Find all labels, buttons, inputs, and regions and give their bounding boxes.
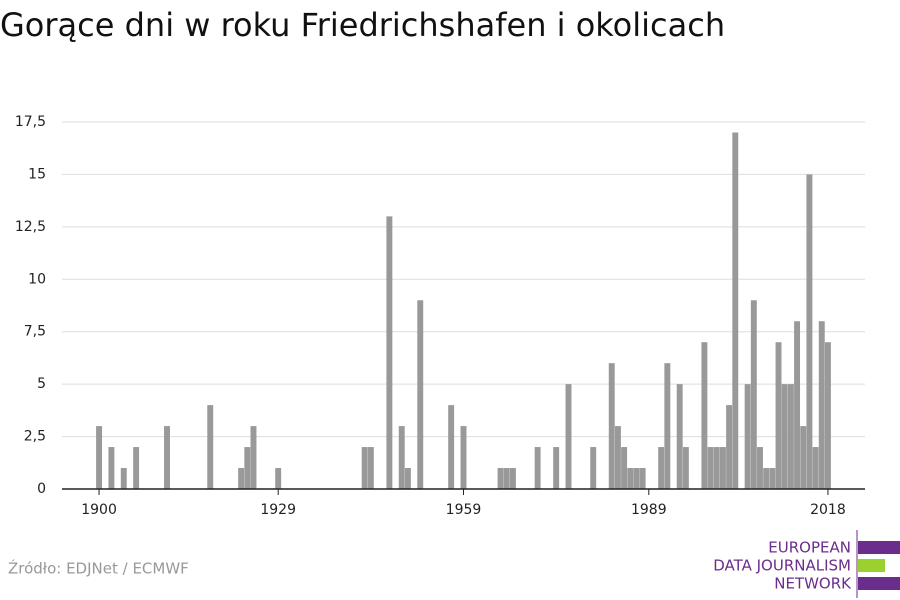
bar	[275, 468, 282, 489]
bar	[120, 468, 127, 489]
bar	[824, 342, 831, 489]
bar	[633, 468, 640, 489]
bar	[96, 426, 103, 489]
bar	[417, 300, 424, 489]
bar	[497, 468, 504, 489]
y-tick-label: 7,5	[24, 324, 46, 340]
y-tick-label: 5	[37, 376, 46, 392]
y-tick-label: 2,5	[24, 429, 46, 445]
bar	[164, 426, 170, 489]
bar	[627, 468, 634, 489]
bar	[781, 384, 788, 489]
x-tick-label: 2018	[810, 502, 846, 518]
bar	[590, 447, 597, 489]
y-tick-label: 17,5	[15, 114, 46, 130]
logo-text: DATA JOURNALISM	[713, 557, 851, 575]
bar	[794, 321, 801, 489]
bar	[250, 426, 257, 489]
logo-text: EUROPEAN	[768, 539, 851, 557]
chart-title: Gorące dni w roku Friedrichshafen i okol…	[0, 6, 725, 44]
logo-bar	[858, 559, 885, 572]
bar	[398, 426, 405, 489]
bar	[404, 468, 411, 489]
bar	[367, 447, 374, 489]
bar	[509, 468, 516, 489]
bar	[448, 405, 455, 489]
bar	[806, 174, 813, 489]
x-tick-label: 1989	[631, 502, 667, 518]
bar	[812, 447, 819, 489]
bar	[621, 447, 628, 489]
bar	[207, 405, 214, 489]
bar	[639, 468, 646, 489]
bar	[238, 468, 245, 489]
logo-bar	[858, 577, 900, 590]
bar	[750, 300, 757, 489]
bar	[108, 447, 115, 489]
bar	[244, 447, 251, 489]
bar	[658, 447, 665, 489]
bar	[503, 468, 510, 489]
bar	[565, 384, 572, 489]
bar	[676, 384, 683, 489]
bar	[800, 426, 807, 489]
bar	[386, 216, 393, 489]
bar	[361, 447, 368, 489]
bar	[769, 468, 776, 489]
bar	[553, 447, 560, 489]
bar	[787, 384, 794, 489]
logo-text: NETWORK	[774, 575, 852, 593]
y-tick-label: 10	[28, 271, 46, 287]
bar	[732, 132, 739, 489]
bar	[818, 321, 825, 489]
bar	[707, 447, 714, 489]
bar	[701, 342, 708, 489]
bar	[133, 447, 140, 489]
bar	[713, 447, 720, 489]
bar	[534, 447, 541, 489]
source: Źródło: EDJNet / ECMWF	[8, 559, 189, 578]
bar	[719, 447, 726, 489]
bar	[726, 405, 733, 489]
x-tick-label: 1929	[260, 502, 296, 518]
bar	[608, 363, 615, 489]
bar	[775, 342, 782, 489]
bar	[664, 363, 671, 489]
y-tick-label: 15	[28, 166, 46, 182]
y-tick-label: 0	[37, 481, 46, 497]
bar	[763, 468, 770, 489]
bar	[460, 426, 467, 489]
x-tick-label: 1900	[81, 502, 117, 518]
y-tick-label: 12,5	[15, 219, 46, 235]
logo-bar	[858, 541, 900, 554]
bar	[744, 384, 751, 489]
x-tick-label: 1959	[446, 502, 482, 518]
bar	[682, 447, 689, 489]
bar	[757, 447, 763, 489]
bar	[614, 426, 621, 489]
